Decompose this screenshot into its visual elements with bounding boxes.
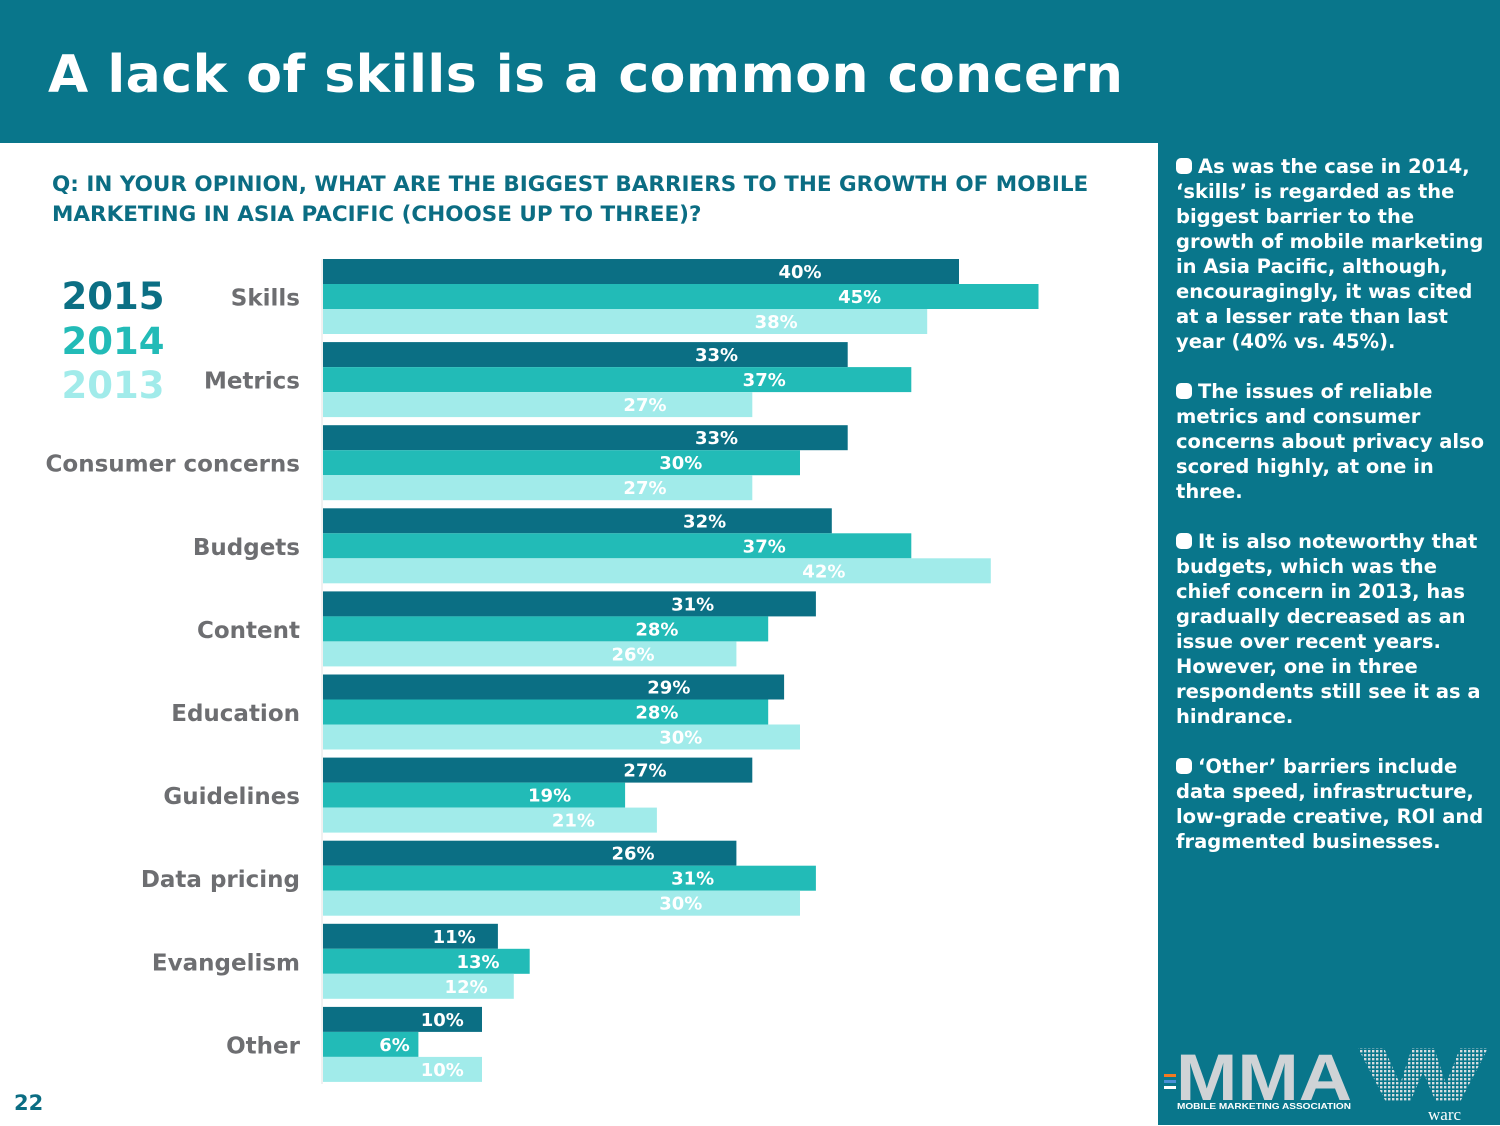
data-label-budgets-2013: 42%: [802, 561, 845, 582]
category-label-other: Other: [226, 1033, 301, 1059]
bar-education-2014: [323, 699, 769, 725]
mma-logo-subtitle: MOBILE MARKETING ASSOCIATION: [1177, 1102, 1351, 1111]
data-label-consumer-concerns-2013: 27%: [623, 478, 666, 499]
data-label-content-2015: 31%: [671, 594, 714, 615]
bar-content-2014: [323, 616, 769, 642]
data-label-metrics-2015: 33%: [695, 345, 738, 366]
data-label-budgets-2014: 37%: [743, 536, 786, 557]
data-label-guidelines-2014: 19%: [528, 786, 571, 807]
data-label-skills-2015: 40%: [778, 262, 821, 283]
bar-evangelism-2013: [323, 973, 514, 999]
bullet-icon: [1176, 533, 1192, 549]
page-title: A lack of skills is a common concern: [48, 45, 1124, 105]
data-label-metrics-2013: 27%: [623, 395, 666, 416]
data-label-evangelism-2015: 11%: [433, 927, 476, 948]
category-label-skills: Skills: [231, 286, 300, 312]
data-label-other-2013: 10%: [421, 1060, 464, 1081]
category-label-content: Content: [197, 618, 300, 644]
category-label-consumer-concerns: Consumer concerns: [46, 452, 300, 478]
bar-data-pricing-2013: [323, 890, 800, 916]
note-metrics: The issues of reliable metrics and consu…: [1176, 380, 1485, 503]
bar-consumer-concerns-2014: [323, 450, 800, 476]
bar-data-pricing-2014: [323, 865, 816, 891]
data-label-education-2013: 30%: [659, 728, 702, 749]
bar-consumer-concerns-2013: [323, 475, 753, 501]
bar-metrics-2015: [323, 342, 848, 368]
note-other: ‘Other’ barriers include data speed, inf…: [1176, 755, 1484, 853]
data-label-guidelines-2015: 27%: [623, 761, 666, 782]
bar-other-2015: [323, 1006, 482, 1032]
bar-evangelism-2014: [323, 948, 530, 974]
legend-2014: 2014: [61, 320, 165, 363]
bullet-icon: [1176, 158, 1192, 174]
data-label-consumer-concerns-2015: 33%: [695, 428, 738, 449]
bar-content-2015: [323, 591, 816, 617]
data-label-budgets-2015: 32%: [683, 511, 726, 532]
data-label-other-2014: 6%: [379, 1035, 410, 1056]
data-label-other-2015: 10%: [421, 1010, 464, 1031]
mma-logo-text: MMA: [1176, 1040, 1352, 1112]
data-label-data-pricing-2014: 31%: [671, 869, 714, 890]
bar-skills-2014: [323, 284, 1039, 309]
mma-logo: MMA MOBILE MARKETING ASSOCIATION: [1164, 1040, 1352, 1112]
bar-guidelines-2013: [323, 807, 657, 833]
bullet-icon: [1176, 383, 1192, 399]
bar-content-2013: [323, 641, 737, 667]
bar-skills-2013: [323, 309, 928, 334]
data-label-guidelines-2013: 21%: [552, 811, 595, 832]
survey-question: Q: IN YOUR OPINION, WHAT ARE THE BIGGEST…: [52, 172, 1089, 227]
data-label-data-pricing-2015: 26%: [612, 844, 655, 865]
bar-education-2015: [323, 674, 785, 700]
warc-w-icon: [1358, 1048, 1488, 1102]
category-label-data-pricing: Data pricing: [141, 867, 300, 893]
data-label-skills-2013: 38%: [755, 312, 798, 333]
bar-guidelines-2015: [323, 757, 753, 783]
bar-budgets-2014: [323, 533, 912, 559]
data-label-consumer-concerns-2014: 30%: [659, 453, 702, 474]
data-label-content-2013: 26%: [612, 644, 655, 665]
data-label-data-pricing-2013: 30%: [659, 894, 702, 915]
bar-data-pricing-2015: [323, 840, 737, 866]
page-number: 22: [14, 1091, 44, 1115]
bar-metrics-2013: [323, 392, 753, 418]
bar-evangelism-2015: [323, 923, 498, 949]
bar-consumer-concerns-2015: [323, 425, 848, 451]
header-banner: [0, 0, 1500, 143]
category-label-evangelism: Evangelism: [152, 950, 300, 976]
sidebar-panel: [1158, 143, 1500, 1125]
bar-other-2013: [323, 1056, 482, 1082]
data-label-evangelism-2014: 13%: [456, 952, 499, 973]
mma-stripes-icon: [1164, 1074, 1176, 1089]
note-budgets: It is also noteworthy that budgets, whic…: [1176, 530, 1481, 728]
data-label-skills-2014: 45%: [838, 287, 881, 308]
data-label-education-2014: 28%: [635, 703, 678, 724]
warc-logo: warc: [1358, 1048, 1488, 1124]
legend-2013: 2013: [61, 364, 165, 407]
category-label-guidelines: Guidelines: [163, 784, 300, 810]
category-label-education: Education: [171, 701, 300, 727]
bar-chart: Skills40%45%38%Metrics33%37%27%Consumer …: [46, 259, 1039, 1084]
bar-other-2014: [323, 1031, 419, 1057]
bar-budgets-2015: [323, 508, 832, 534]
bar-budgets-2013: [323, 558, 991, 584]
bullet-icon: [1176, 758, 1192, 774]
data-label-metrics-2014: 37%: [743, 370, 786, 391]
category-label-metrics: Metrics: [204, 369, 300, 395]
bar-guidelines-2014: [323, 782, 626, 808]
legend-2015: 2015: [61, 275, 165, 318]
data-label-content-2014: 28%: [635, 619, 678, 640]
bar-education-2013: [323, 724, 800, 750]
bar-metrics-2014: [323, 367, 912, 393]
data-label-evangelism-2013: 12%: [445, 977, 488, 998]
warc-logo-text: warc: [1428, 1105, 1461, 1124]
bar-skills-2015: [323, 259, 959, 284]
note-skills: As was the case in 2014, ‘skills’ is reg…: [1176, 155, 1484, 353]
category-label-budgets: Budgets: [193, 535, 300, 561]
data-label-education-2015: 29%: [647, 678, 690, 699]
